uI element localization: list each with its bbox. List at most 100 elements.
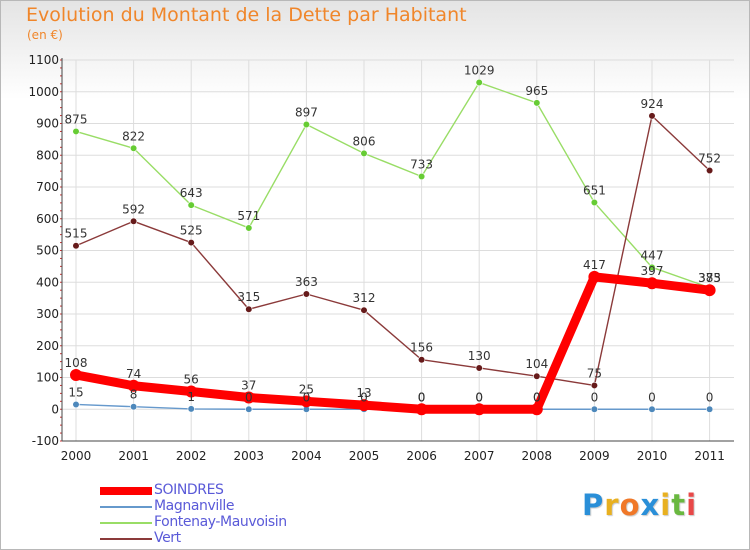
y-tick-label: 0: [51, 402, 59, 416]
data-point: [648, 112, 656, 120]
series-line: [75, 115, 711, 387]
x-tick-label: 2002: [176, 449, 207, 463]
data-point: [245, 224, 253, 232]
data-point: [415, 403, 428, 416]
y-tick-label: -100: [32, 434, 59, 448]
x-tick-label: 2000: [61, 449, 92, 463]
data-label: 25: [299, 382, 314, 396]
data-point: [245, 305, 253, 313]
data-label: 0: [648, 390, 656, 404]
y-tick-label: 300: [36, 307, 59, 321]
data-label: 875: [65, 112, 88, 126]
data-label: 15: [68, 385, 83, 399]
y-tick-label: 400: [36, 275, 59, 289]
y-tick-label: 600: [36, 212, 59, 226]
data-label: 0: [706, 390, 714, 404]
legend-item-soindres: SOINDRES: [100, 482, 340, 499]
data-point: [72, 242, 80, 250]
data-label: 0: [245, 390, 253, 404]
x-tick-label: 2001: [118, 449, 149, 463]
data-point: [705, 166, 714, 175]
data-point: [300, 395, 313, 408]
data-label: 1029: [464, 64, 495, 78]
data-point: [418, 356, 426, 364]
data-label: 156: [410, 341, 433, 355]
data-label: 0: [303, 390, 311, 404]
data-point: [703, 284, 716, 297]
chart-title: Evolution du Montant de la Dette par Hab…: [26, 4, 467, 26]
data-label: 0: [591, 390, 599, 404]
data-label: 515: [65, 227, 88, 241]
logo-letter: o: [619, 488, 641, 522]
data-point: [130, 144, 138, 152]
y-tick-label: 100: [36, 371, 59, 385]
data-label: 822: [122, 129, 145, 143]
legend-swatch-soindres: [100, 487, 152, 495]
y-tick-label: 1000: [28, 85, 59, 99]
legend-item-fontenay-mauvoisin: Fontenay-Mauvoisin: [100, 514, 340, 531]
data-point: [245, 405, 253, 413]
series-line: [75, 81, 711, 289]
data-label: 0: [360, 390, 368, 404]
data-label: 965: [525, 84, 548, 98]
data-label: 897: [295, 105, 318, 119]
data-label: 571: [237, 209, 260, 223]
data-point: [648, 263, 656, 271]
data-label: 56: [184, 372, 199, 386]
data-point: [475, 78, 483, 87]
data-label: 1: [187, 390, 195, 404]
grid-lines: [62, 59, 734, 442]
data-labels: 8758226435718978067331029965651447515592…: [65, 64, 722, 405]
data-point: [533, 372, 541, 380]
y-tick-label: 200: [36, 339, 59, 353]
axes: [60, 58, 734, 442]
data-point: [302, 290, 311, 298]
data-label: 651: [583, 184, 606, 198]
data-point: [72, 127, 80, 136]
line-chart: -100010020030040050060070080090010001100…: [28, 53, 734, 463]
data-point: [187, 201, 195, 209]
series-lines: [70, 78, 716, 416]
data-point: [418, 172, 426, 181]
data-point: [590, 405, 599, 413]
data-label: 75: [587, 366, 602, 380]
data-label: 0: [533, 390, 541, 404]
data-label: 363: [295, 275, 318, 289]
data-label: 806: [353, 134, 376, 148]
data-point: [646, 277, 658, 290]
data-point: [360, 306, 368, 314]
logo-letter: r: [604, 488, 620, 522]
data-label: 108: [65, 356, 88, 370]
data-point: [530, 403, 543, 416]
y-tick-label: 1100: [28, 53, 59, 67]
data-label: 0: [475, 390, 483, 404]
data-label: 315: [237, 290, 260, 304]
legend-item-vert: Vert: [100, 530, 340, 547]
data-label: 104: [525, 357, 548, 371]
tick-labels: -100010020030040050060070080090010001100…: [28, 53, 724, 463]
data-point: [648, 405, 656, 413]
y-tick-label: 500: [36, 244, 59, 258]
logo-letter: P: [582, 488, 605, 522]
data-label: 643: [180, 186, 203, 200]
legend-label-magnanville: Magnanville: [154, 498, 235, 514]
logo-letter: t: [671, 488, 687, 522]
data-point: [533, 99, 541, 107]
data-label: 0: [418, 390, 426, 404]
x-tick-label: 2010: [637, 449, 668, 463]
legend: SOINDRES Magnanville Fontenay-Mauvoisin …: [100, 482, 340, 547]
data-point: [590, 198, 599, 207]
logo-letter: i: [686, 488, 698, 522]
legend-swatch-fontenay-mauvoisin: [100, 522, 152, 524]
data-label: 417: [583, 258, 606, 272]
y-tick-label: 900: [36, 117, 59, 131]
data-point: [473, 403, 486, 416]
data-point: [127, 379, 140, 392]
data-label: 130: [468, 349, 491, 363]
x-tick-label: 2009: [579, 449, 610, 463]
legend-label-soindres: SOINDRES: [154, 482, 224, 498]
y-tick-label: 700: [36, 180, 59, 194]
x-tick-label: 2005: [349, 449, 380, 463]
data-point: [72, 400, 80, 409]
logo-letter: x: [640, 488, 661, 522]
